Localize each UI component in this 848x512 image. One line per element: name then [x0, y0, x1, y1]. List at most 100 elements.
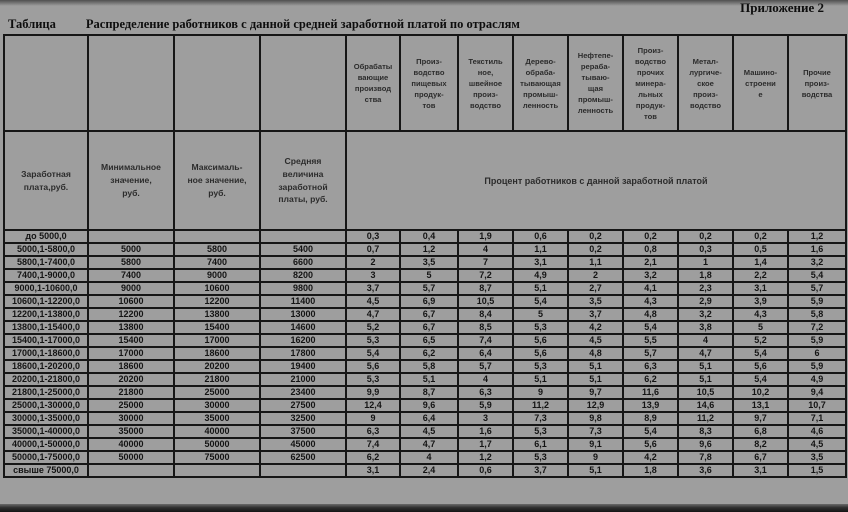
salary-range-cell: 50000,1-75000,0: [3, 450, 89, 465]
percent-value-cell: 9,4: [787, 385, 847, 400]
table-row: 20200,1-21800,0 20200 21800 21000 5,3 5,1 4 5,1…: [3, 372, 847, 387]
percent-value-cell: 5,1: [567, 359, 624, 374]
max-value-cell: 25000: [173, 385, 261, 400]
min-value-cell: 13800: [87, 320, 175, 335]
percent-value-cell: 7,3: [512, 411, 569, 426]
table-body: до 5000,0 0,3 0,4 1,9 0,6 0,2 0,2 0,2 0,2 1,2 5000…: [3, 229, 847, 478]
avg-value-cell: 21000: [259, 372, 347, 387]
percent-value-cell: 4,5: [399, 424, 459, 439]
table-row: 12200,1-13800,0 12200 13800 13000 4,7 6,7 8,4 5…: [3, 307, 847, 322]
salary-range-cell: 5800,1-7400,0: [3, 255, 89, 270]
max-value-cell: 15400: [173, 320, 261, 335]
percent-value-cell: 4,5: [567, 333, 624, 348]
percent-value-cell: 5: [399, 268, 459, 283]
percent-value-cell: 6,3: [622, 359, 679, 374]
percent-value-cell: 9,7: [567, 385, 624, 400]
table-row: 30000,1-35000,0 30000 35000 32500 9 6,4 3 7,3 9,…: [3, 411, 847, 426]
min-value-cell: 7400: [87, 268, 175, 283]
percent-value-cell: 6,2: [622, 372, 679, 387]
salary-range-cell: 7400,1-9000,0: [3, 268, 89, 283]
percent-value-cell: 7: [457, 255, 514, 270]
percent-value-cell: 0,5: [732, 242, 789, 257]
salary-range-cell: 21800,1-25000,0: [3, 385, 89, 400]
min-value-cell: 40000: [87, 437, 175, 452]
percent-value-cell: 7,1: [787, 411, 847, 426]
percent-value-cell: 5,3: [345, 333, 401, 348]
max-value-cell: 30000: [173, 398, 261, 413]
percent-value-cell: 9,8: [567, 411, 624, 426]
max-value-cell: 35000: [173, 411, 261, 426]
percent-value-cell: 7,4: [345, 437, 401, 452]
percent-value-cell: 13,1: [732, 398, 789, 413]
percent-value-cell: 1,8: [622, 463, 679, 478]
percent-value-cell: 6,7: [399, 320, 459, 335]
percent-value-cell: 7,2: [457, 268, 514, 283]
percent-value-cell: 3,5: [567, 294, 624, 309]
percent-value-cell: 5: [512, 307, 569, 322]
percent-value-cell: 3,1: [345, 463, 401, 478]
percent-value-cell: 3,2: [622, 268, 679, 283]
percent-value-cell: 6,7: [732, 450, 789, 465]
salary-range-cell: 13800,1-15400,0: [3, 320, 89, 335]
percent-value-cell: 1,1: [567, 255, 624, 270]
percent-value-cell: 5,4: [512, 294, 569, 309]
percent-value-cell: 4: [677, 333, 734, 348]
salary-range-cell: до 5000,0: [3, 229, 89, 244]
percent-value-cell: 12,9: [567, 398, 624, 413]
percent-value-cell: 5,3: [512, 320, 569, 335]
percent-value-cell: 3,8: [677, 320, 734, 335]
percent-value-cell: 5,2: [345, 320, 401, 335]
percent-value-cell: 5,4: [732, 372, 789, 387]
avg-value-cell: 45000: [259, 437, 347, 452]
avg-value-cell: 62500: [259, 450, 347, 465]
max-value-cell: 20200: [173, 359, 261, 374]
industry-header-row: Обрабаты вающие производ ства Произ- вод…: [3, 34, 847, 132]
empty-header-cell: [259, 34, 347, 132]
percent-value-cell: 5,8: [787, 307, 847, 322]
table-row: 7400,1-9000,0 7400 9000 8200 3 5 7,2 4,9 2 3,2 1,8…: [3, 268, 847, 283]
table-row: 40000,1-50000,0 40000 50000 45000 7,4 4,7 1,7 6…: [3, 437, 847, 452]
percent-value-cell: 4,2: [567, 320, 624, 335]
avg-value-cell: 8200: [259, 268, 347, 283]
percent-value-cell: 5,1: [677, 372, 734, 387]
percent-value-cell: 0,7: [345, 242, 401, 257]
salary-range-cell: 9000,1-10600,0: [3, 281, 89, 296]
salary-column-header: Заработная плата,руб.: [3, 130, 89, 231]
percent-value-cell: 3,7: [512, 463, 569, 478]
avg-value-cell: [259, 229, 347, 244]
percent-value-cell: 11,2: [512, 398, 569, 413]
percent-value-cell: 7,4: [457, 333, 514, 348]
industry-header-cell: Обрабаты вающие производ ства: [345, 34, 401, 132]
percent-value-cell: 4,3: [622, 294, 679, 309]
industry-header-cell: Дерево- обраба- тывающая промыш- ленност…: [512, 34, 569, 132]
percent-value-cell: 0,2: [567, 229, 624, 244]
avg-value-cell: 16200: [259, 333, 347, 348]
percent-value-cell: 10,7: [787, 398, 847, 413]
empty-header-cell: [87, 34, 175, 132]
percent-value-cell: 10,2: [732, 385, 789, 400]
percent-value-cell: 14,6: [677, 398, 734, 413]
percent-value-cell: 5,4: [732, 346, 789, 361]
percent-value-cell: 3,1: [512, 255, 569, 270]
percent-value-cell: 5,1: [399, 372, 459, 387]
max-value-cell: 10600: [173, 281, 261, 296]
table-row: 18600,1-20200,0 18600 20200 19400 5,6 5,8 5,7 5…: [3, 359, 847, 374]
percent-value-cell: 6,5: [399, 333, 459, 348]
percent-value-cell: 6,4: [457, 346, 514, 361]
percent-value-cell: 0,2: [622, 229, 679, 244]
avg-column-header: Средняя величина заработной платы, руб.: [259, 130, 347, 231]
percent-value-cell: 5,3: [512, 424, 569, 439]
percent-value-cell: 9,7: [732, 411, 789, 426]
percent-value-cell: 3,2: [787, 255, 847, 270]
max-value-cell: 21800: [173, 372, 261, 387]
percent-value-cell: 11,6: [622, 385, 679, 400]
salary-range-cell: свыше 75000,0: [3, 463, 89, 478]
salary-range-cell: 15400,1-17000,0: [3, 333, 89, 348]
percent-value-cell: 6,4: [399, 411, 459, 426]
max-value-cell: 40000: [173, 424, 261, 439]
percent-value-cell: 5,6: [732, 359, 789, 374]
percent-value-cell: 0,3: [345, 229, 401, 244]
salary-range-cell: 40000,1-50000,0: [3, 437, 89, 452]
avg-value-cell: 5400: [259, 242, 347, 257]
percent-value-cell: 8,3: [677, 424, 734, 439]
